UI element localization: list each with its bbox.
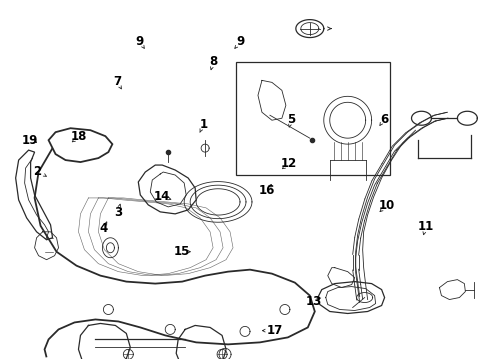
Bar	[236, 62, 390, 175]
Text: 13: 13	[305, 296, 321, 309]
Text: 16: 16	[259, 184, 275, 197]
Text: 12: 12	[281, 157, 297, 170]
Text: 4: 4	[99, 222, 107, 235]
Text: 14: 14	[154, 190, 170, 203]
Text: 19: 19	[22, 134, 38, 147]
Text: 10: 10	[379, 199, 395, 212]
Text: 2: 2	[33, 165, 41, 177]
Text: 7: 7	[113, 75, 121, 88]
Text: 18: 18	[71, 130, 87, 144]
Text: 1: 1	[199, 118, 208, 131]
Text: 5: 5	[287, 113, 295, 126]
Text: 9: 9	[136, 35, 144, 49]
Text: 9: 9	[236, 35, 244, 49]
Text: 8: 8	[209, 55, 218, 68]
Text: 17: 17	[266, 324, 282, 337]
Text: 11: 11	[417, 220, 434, 233]
Text: 6: 6	[380, 113, 389, 126]
Text: 15: 15	[173, 245, 190, 258]
Text: 3: 3	[114, 206, 122, 219]
